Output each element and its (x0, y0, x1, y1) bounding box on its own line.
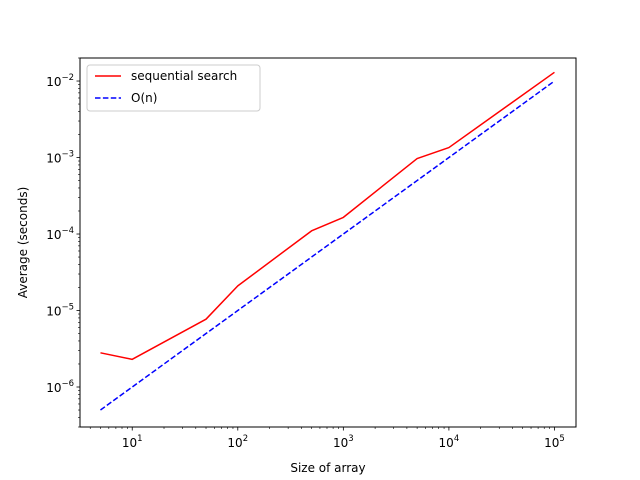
legend-box (86, 64, 261, 112)
ticks-layer: 101 102 103 104 105 10−6 10−5 10−4 10−3 10−2 (46, 57, 565, 450)
x-axis-label: Size of array (290, 461, 365, 475)
x-tick-label: 102 (227, 434, 248, 450)
y-tick-label: 10−5 (46, 303, 74, 319)
y-axis-label: Average (seconds) (16, 187, 30, 299)
x-tick-label: 101 (122, 434, 143, 450)
series-line-sequential-search (100, 71, 555, 361)
legend: sequential search O(n) (86, 64, 261, 112)
y-tick-label: 10−4 (46, 226, 74, 242)
x-tick-label: 105 (544, 434, 565, 450)
y-tick-label: 10−3 (46, 150, 74, 166)
y-tick-label: 10−6 (46, 379, 74, 395)
x-tick-label: 103 (333, 434, 354, 450)
x-tick-label: 104 (439, 434, 460, 450)
series-line-o-n (100, 80, 555, 411)
legend-entry-o-n: O(n) (131, 91, 157, 105)
plot-frame (79, 57, 577, 428)
legend-entry-sequential-search: sequential search (131, 69, 237, 83)
series-layer (100, 71, 555, 411)
y-tick-label: 10−2 (46, 73, 74, 89)
